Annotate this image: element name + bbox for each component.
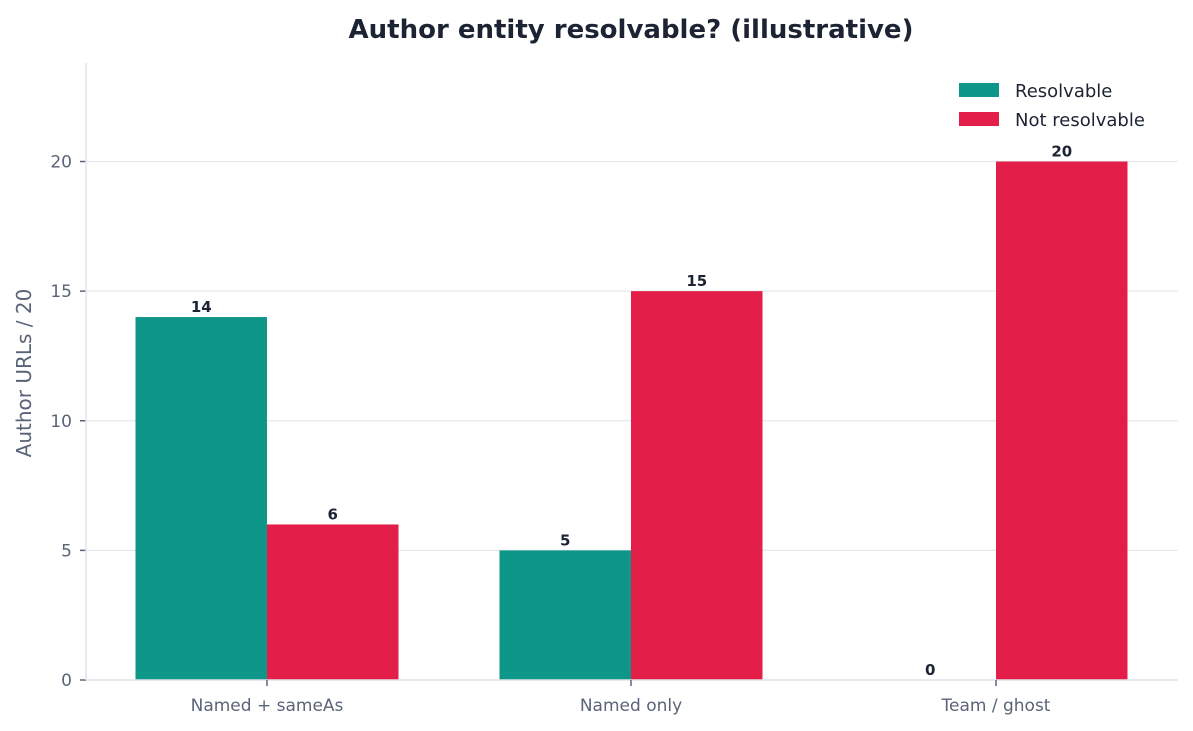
- y-tick-label: 0: [61, 671, 72, 691]
- axes: 0 5 10 15 20 Named + sameAs Named only Team / g…: [50, 63, 1178, 716]
- bar-not-resolvable: [996, 161, 1128, 681]
- x-tick-label: Team / ghost: [941, 696, 1051, 716]
- y-tick-label: 10: [50, 412, 72, 432]
- legend: Resolvable Not resolvable: [959, 81, 1145, 131]
- bar-not-resolvable: [631, 291, 763, 680]
- bar-value-label: 0: [925, 661, 935, 679]
- x-tick-label: Named only: [580, 696, 682, 716]
- legend-swatch: [959, 112, 999, 126]
- data-labels: 14 5 0 6 15 20: [191, 143, 1072, 679]
- bar-resolvable: [135, 317, 267, 680]
- bar-resolvable: [499, 550, 631, 680]
- bar-value-label: 14: [191, 298, 212, 316]
- bar-value-label: 20: [1051, 143, 1072, 161]
- y-axis-label: Author URLs / 20: [12, 289, 36, 458]
- bar-value-label: 15: [686, 272, 707, 290]
- y-tick-label: 5: [61, 541, 72, 561]
- bar-value-label: 6: [328, 505, 338, 523]
- legend-swatch: [959, 83, 999, 97]
- y-tick-label: 15: [50, 282, 72, 302]
- y-tick-label: 20: [50, 153, 72, 173]
- bar-value-label: 5: [560, 531, 570, 549]
- bars: [135, 161, 1128, 681]
- bar-not-resolvable: [267, 524, 399, 680]
- legend-label: Resolvable: [1015, 81, 1112, 102]
- legend-label: Not resolvable: [1015, 110, 1145, 131]
- chart-title: Author entity resolvable? (illustrative): [349, 15, 914, 45]
- x-tick-label: Named + sameAs: [191, 696, 344, 716]
